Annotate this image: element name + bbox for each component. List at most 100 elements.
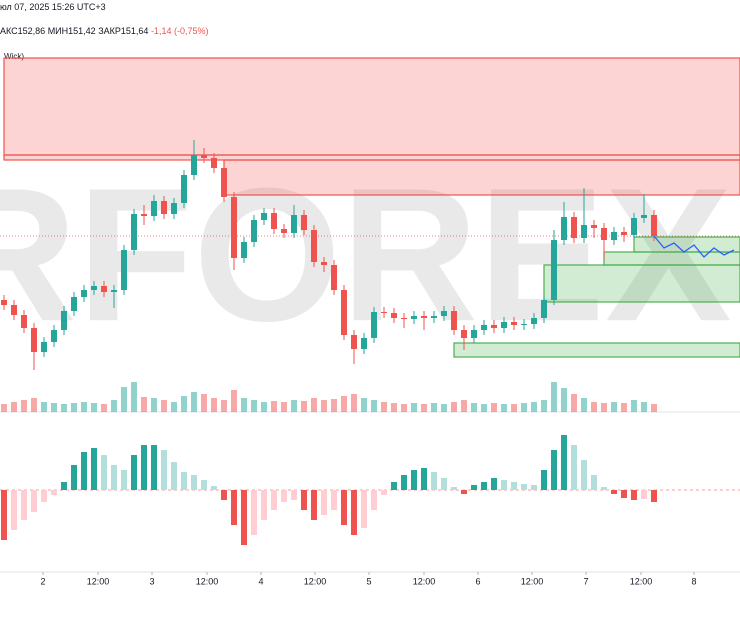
candle-body (411, 316, 417, 319)
x-tick-label: 12:00 (630, 576, 653, 586)
candle-body (131, 214, 137, 250)
histogram-bar (411, 470, 417, 490)
volume-bar (231, 390, 237, 412)
candle-body (521, 324, 527, 325)
histogram-bar (291, 490, 297, 500)
zone (603, 251, 740, 266)
volume-bar (221, 400, 227, 412)
histogram-bar (121, 470, 127, 490)
histogram-bar (331, 490, 337, 510)
candle-body (251, 220, 257, 242)
volume-bar (121, 387, 127, 412)
volume-bar (441, 404, 447, 412)
candle-body (11, 305, 17, 315)
ohlc-close: ЗАКР151,64 (98, 26, 149, 36)
volume-bar (511, 404, 517, 412)
volume-bar (31, 398, 37, 412)
histogram-bar (541, 470, 547, 490)
volume-bar (641, 402, 647, 412)
candle-body (401, 318, 407, 319)
volume-bar (411, 403, 417, 412)
histogram-bar (621, 490, 627, 498)
histogram-bar (231, 490, 237, 525)
volume-bar (501, 404, 507, 412)
candle-body (341, 290, 347, 335)
candle-body (601, 228, 607, 240)
histogram-bar (531, 485, 537, 490)
candle-body (461, 330, 467, 338)
volume-bar (531, 402, 537, 412)
volume-bar (391, 403, 397, 412)
volume-bar (51, 403, 57, 412)
volume-bar (451, 402, 457, 412)
volume-bar (461, 400, 467, 412)
x-tick-label: 12:00 (196, 576, 219, 586)
volume-bar (601, 403, 607, 412)
histogram-bar (1, 490, 7, 540)
candle-body (651, 215, 657, 236)
histogram-bar (481, 482, 487, 490)
histogram-bar (321, 490, 327, 515)
histogram-bar (461, 490, 467, 494)
x-tick-label: 4 (258, 576, 263, 586)
histogram-bar (111, 465, 117, 490)
histogram-bar (501, 480, 507, 490)
volume-bar (301, 401, 307, 412)
volume-bar (131, 382, 137, 412)
histogram-bar (551, 450, 557, 490)
ohlc-low: МИН151,42 (47, 26, 96, 36)
volume-bar (421, 404, 427, 412)
histogram-bar (301, 490, 307, 510)
candle-body (631, 218, 637, 235)
candle-body (121, 250, 127, 290)
volume-bar (431, 403, 437, 412)
candle-body (261, 213, 267, 220)
candle-body (91, 286, 97, 290)
volume-bar (581, 398, 587, 412)
volume-bar (261, 402, 267, 412)
candle-body (271, 213, 277, 229)
histogram-bar (251, 490, 257, 535)
volume-bar (101, 404, 107, 412)
volume-bar (171, 402, 177, 412)
volume-bar (181, 396, 187, 412)
candle-body (361, 338, 367, 349)
histogram-bar (611, 490, 617, 494)
histogram-bar (421, 468, 427, 490)
volume-bar (271, 401, 277, 412)
candle-body (41, 342, 47, 352)
volume-bar (471, 403, 477, 412)
candle-body (581, 225, 587, 238)
histogram-bar (51, 490, 57, 495)
zone (453, 342, 740, 358)
ohlc-legend: АКС152,86 МИН151,42 ЗАКР151,64 -1,14 (-0… (0, 26, 208, 36)
volume-bar (81, 402, 87, 412)
candle-body (151, 201, 157, 216)
histogram-bar (201, 480, 207, 490)
datetime: юл 07, 2025 15:26 UTC+3 (0, 2, 106, 12)
candle-body (591, 225, 597, 228)
volume-bar (491, 403, 497, 412)
x-tick-label: 12:00 (413, 576, 436, 586)
x-tick-label: 6 (475, 576, 480, 586)
volume-bar (141, 397, 147, 412)
candle-body (371, 312, 377, 338)
histogram-bar (311, 490, 317, 520)
zone (3, 154, 740, 161)
candle-body (551, 240, 557, 300)
histogram-bar (11, 490, 17, 530)
x-tick-label: 12:00 (304, 576, 327, 586)
candle-body (311, 230, 317, 262)
histogram-bar (41, 490, 47, 502)
volume-bar (1, 404, 7, 412)
histogram-bar (651, 490, 657, 502)
candle-body (391, 313, 397, 318)
candle-body (101, 286, 107, 292)
volume-bar (551, 382, 557, 412)
x-tick-label: 8 (691, 576, 696, 586)
candle-body (301, 215, 307, 230)
histogram-bar (561, 435, 567, 490)
volume-bar (521, 403, 527, 412)
volume-bar (351, 394, 357, 412)
volume-bar (591, 402, 597, 412)
